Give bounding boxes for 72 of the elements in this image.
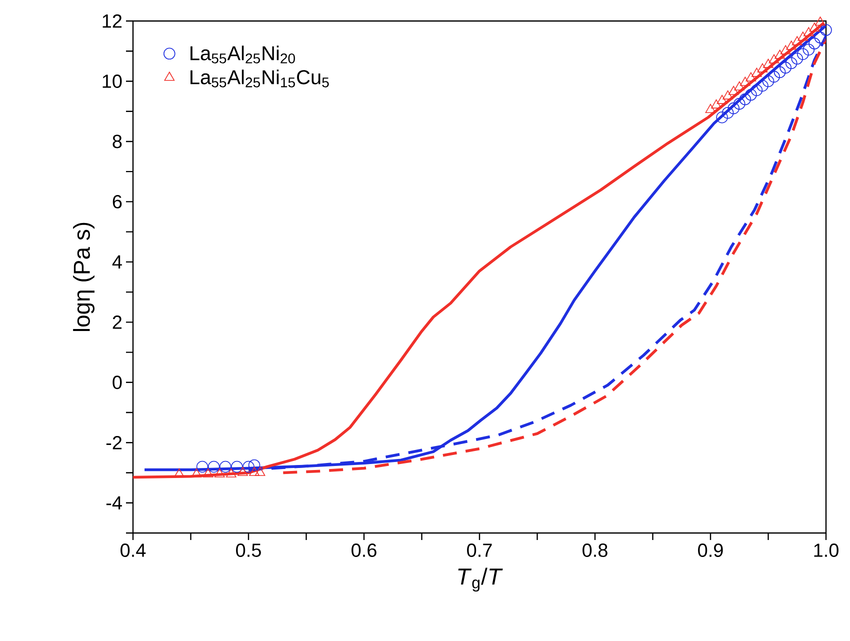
point <box>763 58 774 68</box>
y-tick-label: 10 <box>102 74 122 88</box>
x-tick-label: 0.9 <box>698 544 723 557</box>
point <box>716 111 728 124</box>
point <box>786 40 797 50</box>
point <box>711 99 722 108</box>
x-tick-label: 0.7 <box>467 544 492 557</box>
point <box>191 468 202 478</box>
point <box>214 468 225 478</box>
point <box>728 86 739 95</box>
point <box>716 94 728 104</box>
x-tick-label: 1.0 <box>814 544 838 557</box>
point <box>780 62 792 74</box>
point <box>762 75 774 88</box>
point <box>756 80 768 92</box>
point <box>740 76 750 86</box>
point <box>808 38 820 50</box>
point <box>745 88 757 101</box>
point <box>746 72 756 82</box>
y-tick-label: 2 <box>112 316 122 329</box>
y-tick-label: -4 <box>106 496 122 510</box>
x-tick-label: 0.4 <box>120 544 146 557</box>
point <box>728 102 740 114</box>
point <box>705 104 716 113</box>
point <box>774 66 786 78</box>
point <box>734 81 745 90</box>
legend-label: La$_{55}$Al$_{25}$Ni$_{20}$ <box>190 46 295 64</box>
point <box>780 45 791 54</box>
point <box>809 22 820 32</box>
point <box>249 466 260 476</box>
x-axis-title: T$_{g}$/T <box>458 568 503 592</box>
y-tick-label: 4 <box>112 255 122 268</box>
point <box>722 106 734 119</box>
point <box>791 52 804 65</box>
point <box>248 459 260 472</box>
point <box>774 50 785 59</box>
point <box>792 36 802 46</box>
x-tick-label: 0.6 <box>352 544 376 557</box>
point <box>802 44 815 56</box>
point <box>208 460 220 473</box>
point <box>757 63 768 72</box>
point <box>254 466 266 476</box>
point <box>798 32 808 41</box>
y-tick-label: 6 <box>112 194 122 208</box>
point <box>220 460 232 473</box>
point <box>815 16 826 26</box>
point <box>820 24 832 36</box>
point <box>202 468 214 478</box>
y-tick-label: 8 <box>112 134 122 148</box>
x-tick-label: 0.5 <box>236 544 261 557</box>
point <box>752 68 762 77</box>
point <box>739 93 752 106</box>
point <box>231 460 243 473</box>
point <box>785 57 798 70</box>
point <box>814 32 826 44</box>
point <box>768 54 780 64</box>
point <box>242 460 254 473</box>
y-tick-label: -2 <box>106 436 122 450</box>
legend-label: La$_{55}$Al$_{25}$Ni$_{15}$Cu$_{5}$ <box>190 70 329 88</box>
point <box>768 70 780 83</box>
point <box>750 84 763 96</box>
point <box>238 466 248 476</box>
y-tick-label: 12 <box>102 14 122 28</box>
point <box>804 27 814 36</box>
point <box>226 468 236 478</box>
x-tick-label: 0.8 <box>582 544 608 557</box>
point <box>196 460 208 473</box>
point <box>797 48 809 60</box>
point <box>722 90 733 100</box>
point <box>733 98 746 110</box>
y-tick-label: 0 <box>112 376 122 390</box>
y-axis-title: logη (Pa s) <box>73 222 94 332</box>
